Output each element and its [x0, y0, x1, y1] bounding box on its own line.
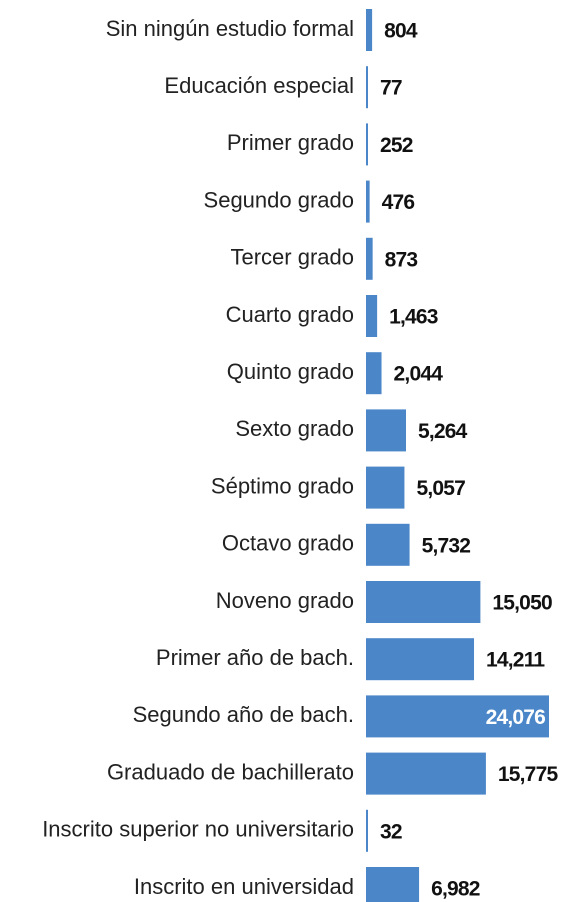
value-label: 5,057 [416, 477, 465, 500]
category-label: Educación especial [164, 73, 354, 98]
category-label: Cuarto grado [226, 302, 354, 327]
category-label: Segundo año de bach. [133, 702, 354, 727]
category-label: Tercer grado [230, 245, 354, 270]
bar [366, 523, 410, 566]
category-label: Octavo grado [222, 531, 354, 556]
value-label: 6,982 [431, 878, 480, 901]
bar [366, 695, 549, 738]
value-label: 14,211 [486, 649, 545, 672]
category-label: Primer año de bach. [156, 645, 354, 670]
value-label: 15,775 [498, 763, 559, 786]
value-label: 476 [382, 191, 415, 214]
category-label: Quinto grado [227, 359, 354, 384]
bar [366, 123, 368, 166]
category-label: Primer grado [227, 130, 354, 155]
value-label: 252 [380, 134, 413, 157]
category-label: Inscrito superior no universitario [42, 817, 354, 842]
category-label: Segundo grado [204, 187, 354, 212]
bar [366, 809, 368, 852]
bar [366, 466, 405, 509]
bar [366, 409, 407, 452]
category-label: Noveno grado [216, 588, 354, 613]
bar [366, 66, 368, 109]
value-label: 5,732 [422, 534, 471, 557]
value-label: 77 [380, 77, 402, 100]
value-label: 15,050 [492, 592, 552, 615]
value-label: 32 [380, 820, 402, 843]
category-label: Séptimo grado [211, 473, 354, 498]
value-label: 24,076 [486, 706, 546, 729]
bar [366, 581, 481, 623]
category-label: Graduado de bachillerato [107, 759, 354, 784]
category-label: Sexto grado [235, 416, 354, 441]
value-label: 873 [385, 248, 418, 271]
value-label: 1,463 [389, 306, 438, 329]
bar [366, 295, 378, 337]
bar [366, 237, 373, 280]
value-label: 2,044 [394, 363, 444, 386]
value-label: 804 [384, 20, 418, 43]
category-label: Inscrito en universidad [134, 874, 354, 899]
bar [366, 638, 475, 681]
bar [366, 867, 420, 902]
category-label: Sin ningún estudio formal [106, 16, 354, 41]
bar [366, 352, 382, 395]
value-label: 5,264 [418, 420, 468, 443]
bar [366, 180, 370, 223]
bar [366, 9, 373, 51]
bar [366, 752, 486, 795]
